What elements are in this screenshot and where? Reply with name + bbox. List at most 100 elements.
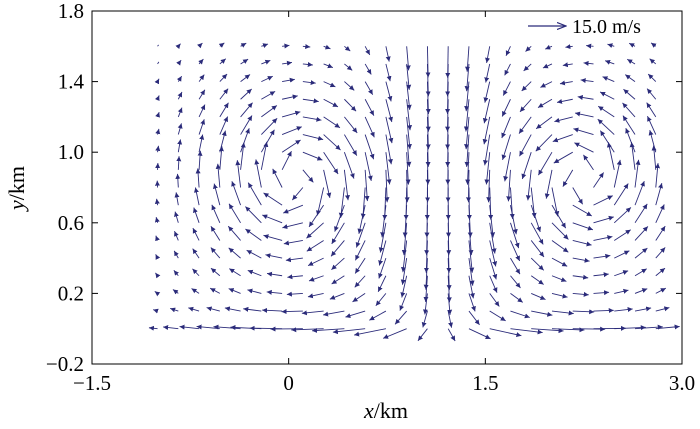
vector-arrow	[378, 222, 387, 253]
vector-arrow	[265, 253, 283, 259]
vector-arrow	[247, 182, 262, 206]
vector-arrow	[628, 42, 636, 48]
vector-arrow	[193, 187, 200, 206]
vector-arrow	[551, 222, 569, 240]
vector-arrow	[405, 46, 411, 71]
vector-arrow	[323, 44, 331, 50]
vector-arrow	[468, 293, 476, 312]
vector-arrow	[634, 306, 652, 312]
vector-arrow	[519, 98, 532, 113]
vector-arrow	[352, 293, 366, 303]
vector-arrow	[175, 173, 181, 188]
vector-arrow	[345, 310, 366, 319]
vector-arrow	[323, 98, 339, 108]
vector-arrow	[175, 43, 181, 50]
vector-arrow	[614, 288, 629, 294]
vector-arrow	[650, 42, 657, 48]
vector-arrow	[306, 240, 324, 252]
vector-arrow	[302, 44, 311, 50]
vector-arrow	[484, 152, 491, 185]
vector-arrow	[266, 271, 283, 277]
vector-arrow	[510, 328, 543, 335]
vector-arrow	[597, 105, 615, 118]
vector-arrow	[572, 309, 595, 315]
vector-arrow	[197, 150, 203, 170]
reference-vector: 15.0 m/s	[528, 16, 641, 38]
vector-arrow	[613, 207, 632, 224]
vector-arrow	[577, 95, 594, 100]
vector-arrow	[209, 287, 221, 294]
vector-arrow	[593, 290, 610, 296]
vector-arrow	[306, 222, 324, 239]
vector-arrow	[282, 94, 298, 100]
vector-arrow	[246, 249, 262, 259]
vector-arrow	[614, 250, 630, 259]
x-tick-labels: −1.5 0 1.5 3.0	[73, 371, 695, 395]
vector-arrow	[364, 81, 374, 95]
vector-arrow	[315, 187, 325, 216]
vector-arrow	[597, 118, 615, 135]
vector-arrow	[344, 116, 358, 134]
vector-arrow	[489, 222, 497, 254]
vector-arrow	[354, 328, 386, 337]
vector-arrow	[505, 46, 511, 56]
vector-arrow	[198, 58, 204, 65]
vector-arrow	[218, 42, 225, 48]
vector-arrow	[245, 206, 262, 224]
vector-arrow	[655, 204, 665, 223]
vector-arrow	[572, 274, 589, 280]
vector-arrow	[369, 310, 387, 321]
vector-arrow	[646, 102, 657, 118]
vector-arrow	[155, 235, 160, 242]
y-axis-var: y	[4, 200, 29, 212]
vector-arrow	[464, 134, 470, 167]
vector-arrow	[281, 126, 302, 135]
vector-arrow	[655, 287, 667, 294]
vector-arrow	[385, 99, 393, 123]
vector-arrow	[583, 60, 594, 66]
vector-arrow	[501, 134, 511, 161]
vector-arrow	[219, 58, 227, 65]
vector-arrow	[655, 182, 663, 206]
vector-arrow	[261, 117, 278, 135]
vector-arrow	[556, 98, 573, 104]
vector-arrow	[531, 328, 564, 334]
vector-arrow	[551, 257, 568, 267]
vector-arrow	[174, 211, 179, 223]
vector-arrow	[530, 275, 544, 285]
vector-arrow	[286, 291, 303, 297]
vector-arrow	[655, 306, 670, 312]
vector-arrow	[240, 128, 250, 153]
vector-arrow	[593, 195, 613, 206]
vector-arrow	[179, 324, 200, 330]
vector-arrow	[155, 111, 160, 118]
vector-arrow	[282, 222, 303, 230]
vector-arrow	[573, 127, 594, 135]
vector-arrow	[385, 152, 392, 185]
vector-arrow	[302, 80, 316, 86]
vector-arrow	[482, 99, 491, 124]
vector-arrow	[552, 134, 573, 143]
vector-arrow	[360, 187, 366, 219]
vector-arrow	[382, 187, 388, 220]
vector-arrow	[330, 240, 345, 257]
vector-arrow	[302, 98, 319, 104]
vector-arrow	[530, 257, 545, 271]
x-axis-var: x	[363, 398, 374, 423]
vector-arrow	[291, 327, 324, 333]
vector-arrow	[163, 325, 179, 331]
vector-arrow	[614, 325, 646, 331]
vector-arrow	[537, 98, 553, 108]
vector-arrow	[308, 275, 324, 282]
vector-arrow	[357, 205, 366, 234]
vector-arrow	[323, 310, 345, 317]
vector-arrow	[535, 116, 553, 130]
vector-arrow	[622, 115, 636, 135]
vector-arrow	[531, 310, 553, 317]
vector-arrow	[572, 204, 593, 217]
vector-arrow	[172, 289, 179, 295]
vector-arrow	[213, 324, 241, 330]
vector-arrow	[572, 257, 590, 263]
vector-arrow	[521, 81, 532, 92]
vector-arrow	[210, 226, 221, 241]
